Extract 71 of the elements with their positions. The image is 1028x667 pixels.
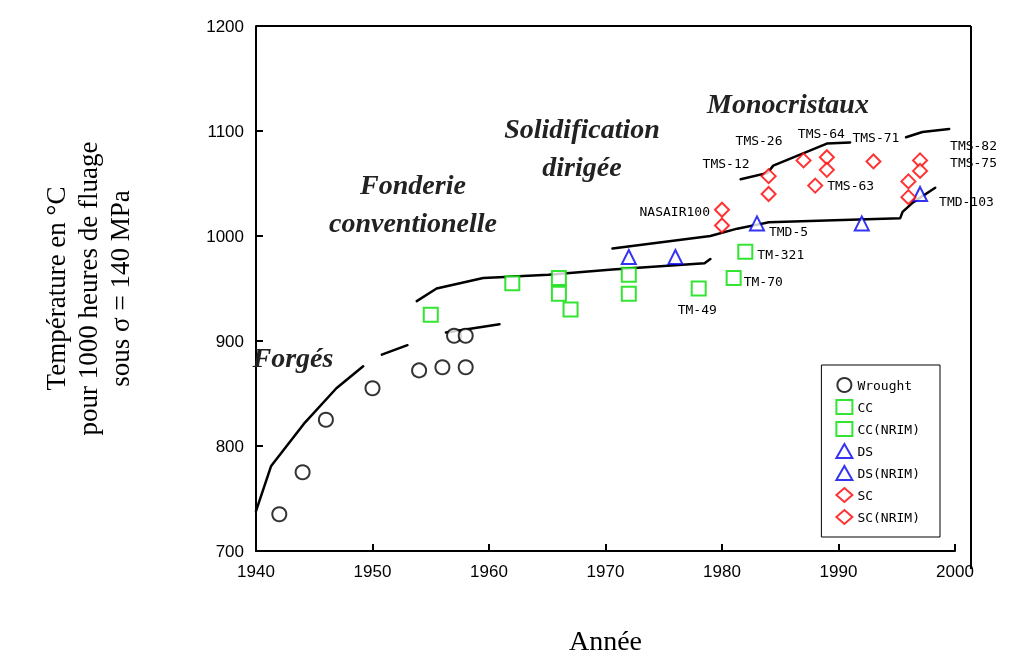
legend-label: SC(NRIM) — [857, 509, 921, 525]
annotation: TMD-5 — [768, 223, 809, 239]
annotation: Monocristaux — [706, 87, 869, 119]
y-axis-title: Température en °C pour 1000 heures de fluage sous σ = 140 MPa — [41, 141, 135, 436]
point — [795, 152, 812, 169]
point — [900, 173, 917, 190]
annotation: NASAIR100 — [639, 204, 710, 220]
y-tick-label: 700 — [215, 541, 244, 561]
x-axis-title: Année — [568, 624, 643, 656]
x-tick-label: 1980 — [703, 562, 741, 581]
legend-label: DS — [857, 443, 874, 459]
annotation: Solidification dirigée — [504, 112, 660, 182]
point — [760, 186, 777, 202]
x-tick-label: 1950 — [353, 562, 392, 581]
annotation: TM-49 — [677, 302, 717, 317]
annotation: TM-70 — [743, 273, 783, 289]
line-series — [415, 257, 712, 303]
point — [294, 464, 311, 481]
point — [818, 161, 835, 178]
legend-label: CC — [857, 399, 874, 415]
point — [271, 506, 288, 523]
point — [562, 301, 579, 318]
point — [737, 243, 754, 260]
point — [422, 306, 439, 323]
point — [818, 149, 835, 166]
legend-label: CC(NRIM) — [857, 421, 921, 437]
point — [667, 249, 684, 265]
annotation: TM-321 — [757, 247, 805, 263]
y-tick-label: 1200 — [206, 16, 244, 36]
point — [364, 380, 381, 397]
point — [714, 201, 730, 218]
point — [807, 177, 824, 194]
legend-label: DS(NRIM) — [857, 465, 921, 481]
point — [550, 270, 567, 286]
point — [853, 215, 870, 232]
y-tick-label: 1100 — [207, 121, 244, 141]
point — [912, 186, 929, 202]
point — [434, 359, 451, 376]
point — [725, 270, 742, 286]
y-tick-label: 1000 — [206, 226, 244, 246]
annotation: TMS-64 — [797, 125, 845, 141]
point — [411, 362, 428, 379]
point — [504, 275, 521, 292]
point — [760, 168, 777, 185]
annotation: TMS-26 — [735, 132, 783, 148]
point — [457, 327, 474, 344]
point — [748, 215, 765, 232]
x-tick-label: 1960 — [470, 562, 508, 581]
x-tick-label: 2000 — [936, 562, 974, 581]
x-tick-label: 1990 — [819, 562, 858, 581]
point — [317, 411, 334, 428]
x-tick-label: 1970 — [586, 562, 625, 581]
annotation: TMS-63 — [827, 178, 875, 194]
point — [620, 266, 637, 283]
point — [550, 285, 567, 302]
legend-label: SC — [857, 487, 874, 503]
point — [457, 359, 474, 376]
point — [690, 280, 707, 297]
x-tick-label: 1940 — [237, 562, 275, 581]
point — [900, 189, 917, 206]
annotation: TMS-71 — [852, 129, 900, 145]
point — [620, 249, 637, 265]
point — [865, 153, 882, 170]
point — [912, 162, 929, 179]
point — [714, 217, 730, 234]
annotation: Fonderie conventionelle — [329, 168, 497, 238]
y-tick-label: 900 — [215, 331, 244, 351]
annotation: TMS-12 — [702, 155, 750, 171]
legend-label: Wrought — [857, 377, 913, 393]
point — [620, 285, 637, 302]
y-tick-label: 800 — [215, 436, 244, 456]
